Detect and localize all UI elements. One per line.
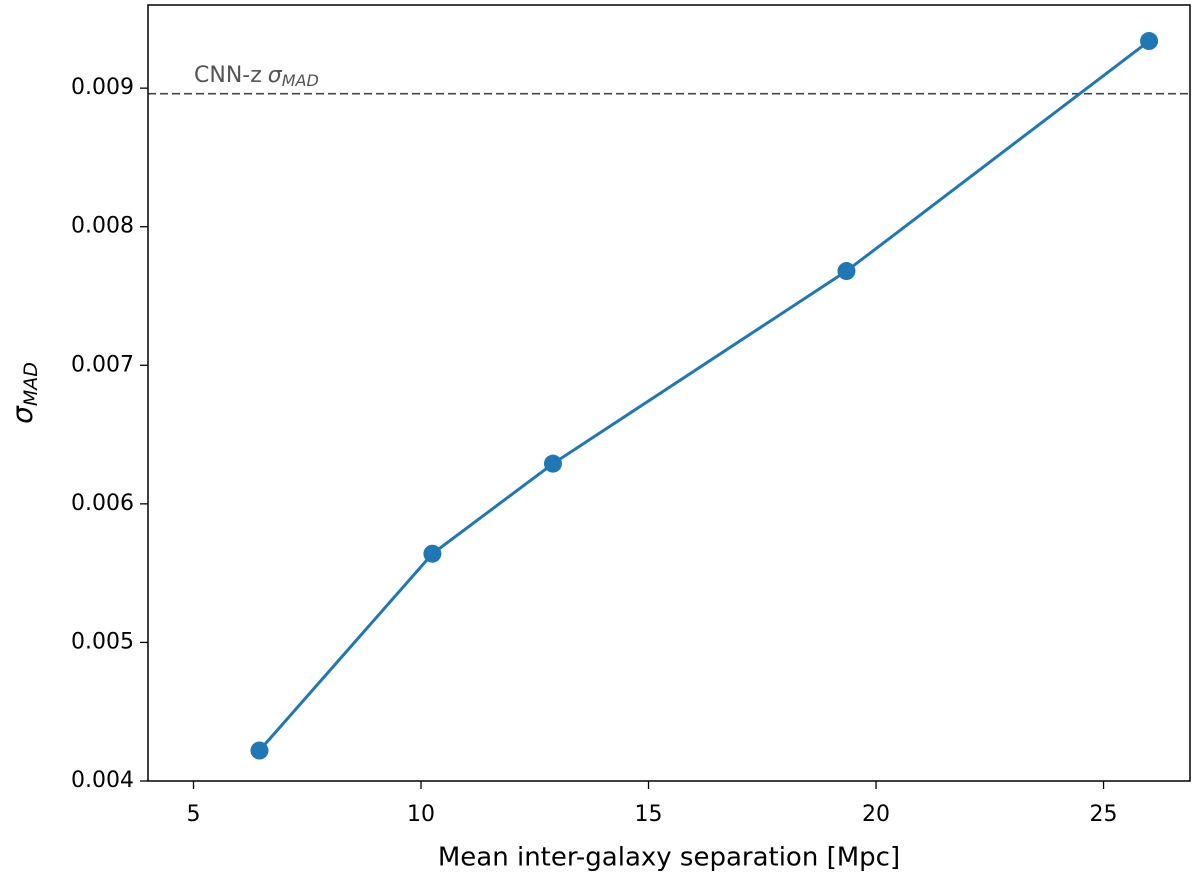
y-axis-label-symbol: σ (6, 405, 39, 424)
y-tick-label: 0.006 (71, 491, 134, 516)
x-tick-label: 10 (407, 802, 435, 827)
x-axis-label: Mean inter-galaxy separation [Mpc] (438, 843, 900, 873)
y-axis-label-subscript: MAD (20, 362, 42, 406)
data-point (250, 741, 269, 760)
y-axis-label: σMAD (6, 362, 42, 424)
data-point (1140, 32, 1159, 51)
reference-label-text: CNN-z (194, 63, 262, 88)
data-line (258, 39, 1150, 752)
y-tick-label: 0.008 (71, 214, 134, 239)
y-tick-label: 0.004 (71, 768, 134, 793)
data-point (837, 262, 856, 281)
reference-label: CNN-z σMAD (194, 63, 319, 90)
x-tick-label: 20 (862, 802, 890, 827)
data-point (423, 544, 442, 563)
x-tick-label: 5 (187, 802, 201, 827)
x-tick-label: 25 (1090, 802, 1118, 827)
reference-label-subscript: MAD (282, 71, 319, 90)
x-tick-label: 15 (635, 802, 663, 827)
reference-label-symbol: σ (268, 63, 283, 88)
plot-frame (147, 4, 1191, 782)
y-tick-label: 0.007 (71, 352, 134, 377)
y-tick-label: 0.009 (71, 75, 134, 100)
data-point (543, 454, 562, 473)
y-tick-label: 0.005 (71, 629, 134, 654)
